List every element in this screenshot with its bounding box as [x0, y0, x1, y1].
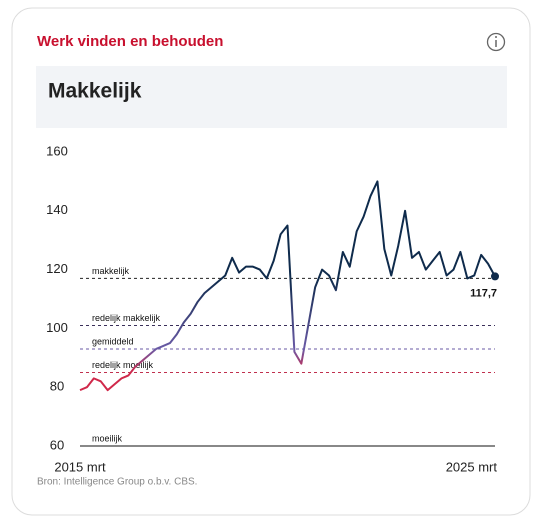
- reference-label: moeilijk: [92, 433, 123, 443]
- info-icon[interactable]: [486, 32, 506, 52]
- card-title: Werk vinden en behouden: [37, 33, 223, 50]
- reference-label: makkelijk: [92, 266, 130, 276]
- y-tick-label: 160: [46, 143, 68, 158]
- y-tick-label: 120: [46, 261, 68, 276]
- reference-label: redelijk moeilijk: [92, 360, 154, 370]
- reference-label: redelijk makkelijk: [92, 313, 161, 323]
- status-box: [36, 66, 507, 128]
- x-tick-label: 2025 mrt: [446, 459, 498, 474]
- y-tick-label: 100: [46, 320, 68, 335]
- reference-label: gemiddeld: [92, 336, 134, 346]
- status: Makkelijk: [48, 80, 142, 103]
- card-frame: [11, 7, 531, 516]
- y-tick-label: 140: [46, 202, 68, 217]
- x-tick-label: 2015 mrt: [54, 459, 106, 474]
- value-label: 117,7: [470, 287, 497, 299]
- end-point: [491, 272, 499, 281]
- source: Bron: Intelligence Group o.b.v. CBS.: [37, 477, 197, 488]
- series-line: [79, 180, 496, 392]
- y-tick-label: 80: [50, 379, 64, 394]
- y-tick-label: 60: [50, 437, 64, 452]
